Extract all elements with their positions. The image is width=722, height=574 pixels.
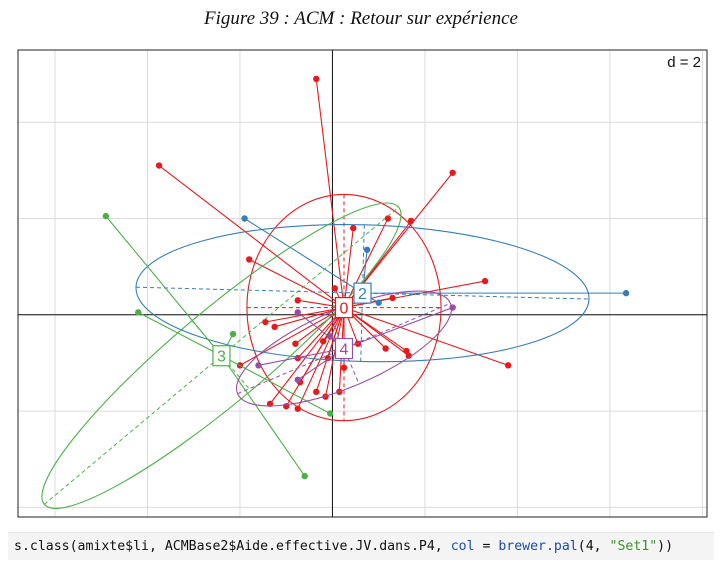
star-line-group-0 [248, 258, 345, 309]
figure-title: Figure 39 : ACM : Retour sur expérience [204, 8, 518, 29]
centroid-label-box-4 [334, 337, 354, 360]
data-point-group-0 [246, 256, 253, 263]
star-line-group-2 [244, 218, 363, 294]
data-point-group-4 [326, 333, 334, 340]
star-line-group-0 [265, 307, 345, 323]
data-point-group-0 [382, 345, 389, 352]
star-line-group-0 [158, 165, 345, 309]
data-point-group-0 [403, 347, 410, 355]
star-line-group-3 [221, 355, 306, 477]
star-line-group-0 [343, 307, 509, 366]
centroid-label-0: 0 [340, 301, 349, 318]
code-prefix: s.class(amixte$li, ACMBase2$Aide.effecti… [14, 539, 451, 554]
code-keyword-col: col [450, 539, 475, 554]
data-point-group-2 [622, 289, 630, 297]
centroid-label-3: 3 [217, 349, 226, 366]
star-line-group-0 [343, 307, 410, 357]
data-point-group-0 [340, 364, 348, 371]
star-line-group-4 [258, 347, 345, 366]
data-point-group-3 [326, 410, 334, 417]
data-point-group-0 [331, 285, 338, 292]
code-string-set1: "Set1" [609, 539, 658, 554]
group-0 [155, 75, 512, 422]
r-code-line: s.class(amixte$li, ACMBase2$Aide.effecti… [8, 532, 714, 560]
code-mid2: (4, [577, 539, 610, 554]
data-point-group-2 [375, 299, 382, 306]
data-point-group-0 [350, 224, 357, 232]
star-line-group-0 [274, 307, 345, 328]
star-line-group-3 [221, 355, 331, 414]
data-point-group-0 [384, 215, 392, 222]
data-point-group-0 [504, 362, 512, 369]
data-point-group-0 [262, 318, 269, 326]
code-keyword-brewer: brewer.pal [498, 539, 578, 554]
centroid-label-box-0 [334, 296, 354, 319]
data-point-group-0 [313, 75, 320, 83]
data-point-group-4 [294, 309, 301, 316]
data-point-group-0 [294, 405, 301, 412]
data-point-group-3 [229, 330, 237, 338]
data-point-group-2 [363, 246, 371, 253]
star-line-group-0 [343, 228, 354, 308]
data-point-group-2 [241, 215, 248, 222]
grid-scale-label: d = 2 [667, 54, 701, 71]
data-point-group-3 [102, 212, 110, 220]
centroid-label-4: 4 [340, 341, 349, 358]
data-point-group-0 [292, 340, 299, 347]
data-point-group-0 [481, 277, 489, 285]
star-line-group-0 [315, 78, 345, 308]
ellipse-minor-axis-2 [360, 224, 365, 362]
data-point-group-3 [135, 309, 142, 316]
data-point-group-0 [313, 388, 320, 396]
data-point-group-0 [407, 217, 415, 225]
star-line-group-0 [297, 307, 345, 409]
data-point-group-0 [319, 338, 327, 345]
data-point-group-3 [301, 472, 308, 480]
data-point-group-0 [449, 169, 456, 176]
data-point-group-4 [255, 362, 262, 369]
centroid-label-box-3 [212, 345, 231, 367]
star-line-group-3 [137, 311, 222, 357]
star-line-group-0 [315, 307, 345, 392]
data-point-group-0 [294, 297, 301, 304]
data-point-group-0 [155, 162, 163, 169]
star-line-group-0 [285, 307, 345, 407]
data-point-group-0 [389, 294, 396, 302]
data-point-group-4 [449, 304, 456, 311]
centroid-label-box-2 [353, 282, 372, 304]
data-point-group-4 [294, 376, 301, 383]
star-line-group-4 [343, 307, 453, 350]
centroid-label-2: 2 [358, 286, 367, 303]
star-line-group-3 [105, 215, 222, 357]
code-mid1: = [474, 539, 499, 554]
plot-frame [17, 49, 708, 518]
data-point-group-0 [271, 323, 278, 331]
code-suffix: )) [657, 539, 674, 554]
